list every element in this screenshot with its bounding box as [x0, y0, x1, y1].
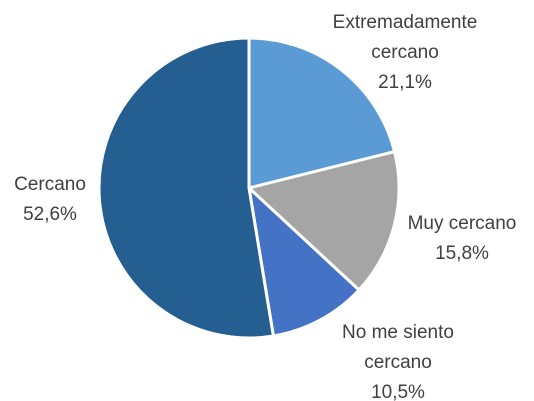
slice-label: No me siento cercano 10,5%: [328, 318, 468, 401]
pie-slice: [247, 150, 401, 292]
pie-slice: [97, 36, 275, 340]
slice-label: Extremadamente cercano 21,1%: [315, 8, 495, 98]
pie-slice: [247, 36, 397, 190]
category-label: Muy cercano: [407, 213, 517, 234]
category-label: Cercano: [14, 174, 86, 195]
value-label: 15,8%: [435, 243, 489, 264]
value-label: 21,1%: [378, 72, 432, 93]
category-label: Extremadamente cercano: [332, 12, 478, 63]
pie-slice: [247, 186, 361, 338]
slice-label: Cercano 52,6%: [0, 170, 110, 230]
category-label: No me siento cercano: [342, 322, 454, 373]
slice-label: Muy cercano 15,8%: [362, 209, 534, 269]
value-label: 52,6%: [23, 204, 77, 225]
value-label: 10,5%: [371, 382, 425, 401]
